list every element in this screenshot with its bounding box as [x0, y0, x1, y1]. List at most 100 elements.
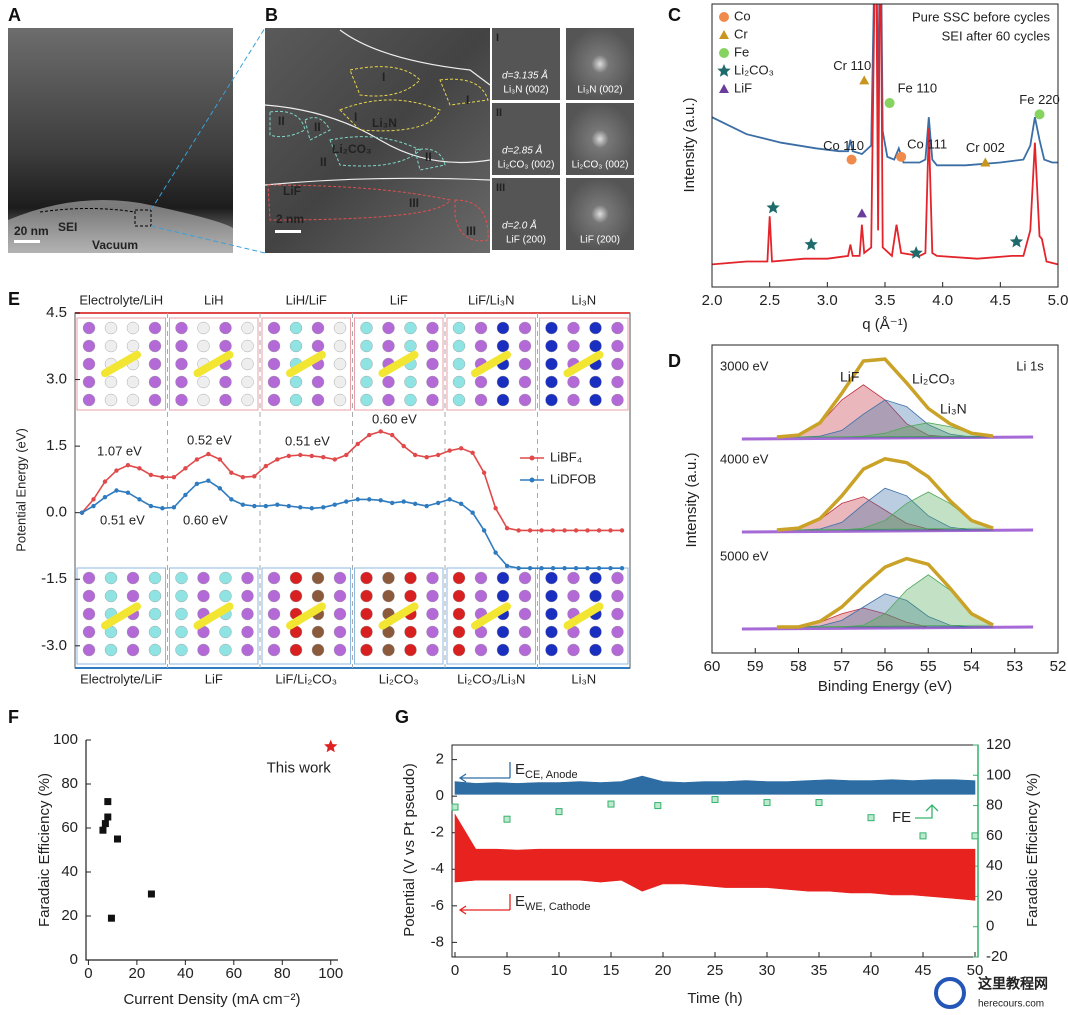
atom — [289, 643, 303, 657]
energy-point — [504, 563, 510, 569]
x-tick-label: 25 — [707, 962, 724, 979]
atom — [360, 625, 373, 639]
atom — [148, 571, 162, 585]
legend-marker — [529, 477, 535, 483]
x-tick-label: 4.0 — [932, 292, 953, 309]
legend-arrow — [915, 804, 939, 819]
atom — [104, 393, 118, 407]
atom — [404, 393, 417, 407]
atom — [545, 643, 558, 657]
atom — [333, 589, 347, 603]
atom — [426, 357, 439, 371]
atom — [175, 625, 188, 639]
atom — [148, 375, 162, 389]
hrtem-image — [265, 28, 490, 253]
atom — [426, 571, 439, 585]
energy-point — [585, 565, 590, 571]
energy-point — [470, 510, 475, 515]
component-label: Li₃N — [940, 401, 967, 417]
energy-point — [263, 503, 269, 509]
inset-plane: Li₃N (002) — [503, 85, 548, 96]
y-tick-label: 60 — [61, 819, 78, 836]
y-tick-label: 4.5 — [46, 304, 67, 321]
atom — [360, 375, 373, 389]
panel-label: A — [8, 5, 21, 25]
region-label: LiH/LiF — [286, 292, 327, 307]
energy-point — [344, 499, 349, 504]
atom — [496, 625, 510, 639]
y-tick-label: 0 — [986, 918, 994, 935]
energy-point — [286, 503, 292, 509]
energy-point — [447, 497, 452, 502]
inset-d-spacing: d=3.135 Å — [502, 69, 548, 82]
migration-path — [101, 350, 141, 378]
image-label: III — [409, 196, 419, 210]
image-label: II — [314, 120, 321, 134]
y-tick-label: -4 — [431, 860, 444, 877]
atom — [267, 571, 281, 585]
energy-point — [493, 550, 498, 555]
zoom-box — [134, 209, 152, 227]
atom — [496, 321, 510, 335]
y-tick-label: 100 — [986, 766, 1011, 783]
barrier-label: 0.60 eV — [372, 411, 417, 426]
x-tick-label: 10 — [551, 962, 568, 979]
atom — [197, 643, 210, 657]
atom — [545, 571, 558, 585]
atom — [219, 589, 232, 603]
inset-plane: Li₂CO₃ (002) — [498, 160, 555, 171]
atom — [82, 571, 96, 585]
atom — [545, 375, 558, 389]
x-tick-label: 40 — [863, 962, 880, 979]
atom — [518, 589, 532, 603]
peak-marker — [766, 200, 780, 214]
peak-marker — [884, 98, 895, 109]
image-label: I — [382, 70, 385, 84]
legend-label: LiF — [734, 80, 752, 95]
energy-point — [550, 565, 556, 571]
image-label: 20 nm — [14, 224, 49, 238]
atom — [545, 357, 558, 371]
energy-point — [608, 528, 613, 533]
atom — [404, 643, 417, 657]
atom — [545, 393, 558, 407]
fe-point — [971, 832, 979, 840]
x-tick-label: 2.0 — [702, 292, 723, 309]
atom — [496, 339, 510, 353]
atom — [241, 393, 254, 407]
atom — [289, 571, 303, 585]
component-peak — [776, 399, 994, 438]
peak-marker — [804, 237, 818, 251]
energy-point — [481, 470, 487, 475]
inset-fft-label: Li₃N (002) — [577, 85, 622, 96]
fe-point — [451, 803, 459, 811]
energy-point — [424, 503, 429, 509]
atom — [404, 625, 417, 639]
atom — [518, 393, 532, 407]
y-tick-label: 120 — [986, 736, 1011, 753]
atom — [311, 339, 325, 353]
atom — [148, 321, 162, 335]
atom — [404, 571, 417, 585]
legend-label: Co — [734, 8, 751, 23]
migration-path — [101, 602, 141, 630]
atom — [611, 393, 624, 407]
inset-lattice — [492, 178, 560, 250]
atom — [382, 589, 395, 603]
energy-point — [91, 497, 96, 502]
atom — [382, 375, 395, 389]
atom — [197, 393, 210, 407]
atom — [333, 625, 347, 639]
legend-label: Fe — [734, 44, 749, 59]
atom — [426, 625, 439, 639]
atom — [452, 625, 466, 639]
atom — [104, 321, 118, 335]
image-label: LiF — [283, 184, 301, 198]
image-label: II — [320, 155, 327, 169]
energy-point — [183, 492, 188, 498]
core-level-label: Li 1s — [1016, 358, 1044, 373]
region-label: Electrolyte/LiH — [79, 292, 163, 307]
fe-point — [919, 832, 927, 840]
energy-point — [390, 432, 395, 438]
region-label: Li₃N — [571, 671, 596, 686]
